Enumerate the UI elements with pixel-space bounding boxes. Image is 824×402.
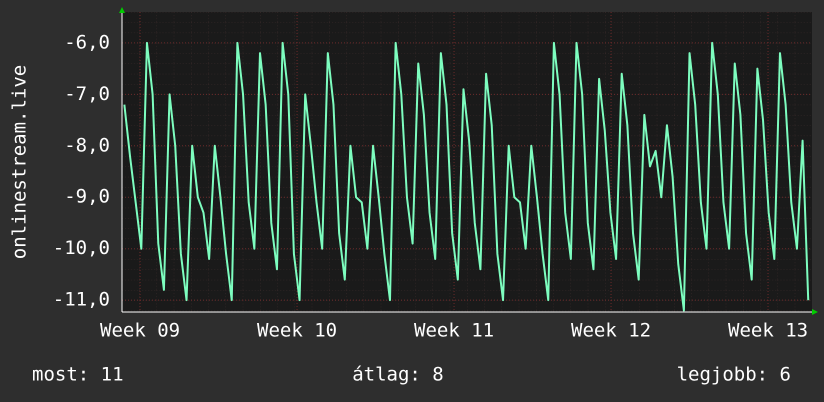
x-tick-label: Week 09 [100,320,180,342]
y-tick-label: -11,0 [53,289,110,311]
x-arrow [812,309,818,315]
footer-max: legjobb: 6 [677,364,791,386]
data-line [123,41,810,312]
y-tick-label: -6,0 [64,31,110,53]
y-arrow [119,7,125,13]
x-tick-label: Week 12 [571,320,651,342]
y-tick-label: -9,0 [64,186,110,208]
y-tick-label: -7,0 [64,83,110,105]
footer-current: most: 11 [32,364,124,386]
x-tick-label: Week 13 [728,320,808,342]
y-tick-label: -8,0 [64,134,110,156]
plot: -6,0 -7,0 -8,0 -9,0 -10,0 -11,0 Week 09 Week 10… [53,12,812,342]
footer-average: átlag: 8 [352,364,444,386]
x-tick-label: Week 10 [257,320,337,342]
y-axis-label: onlinestream.live [9,65,31,259]
y-tick-label: -10,0 [53,237,110,259]
x-tick-label: Week 11 [414,320,494,342]
